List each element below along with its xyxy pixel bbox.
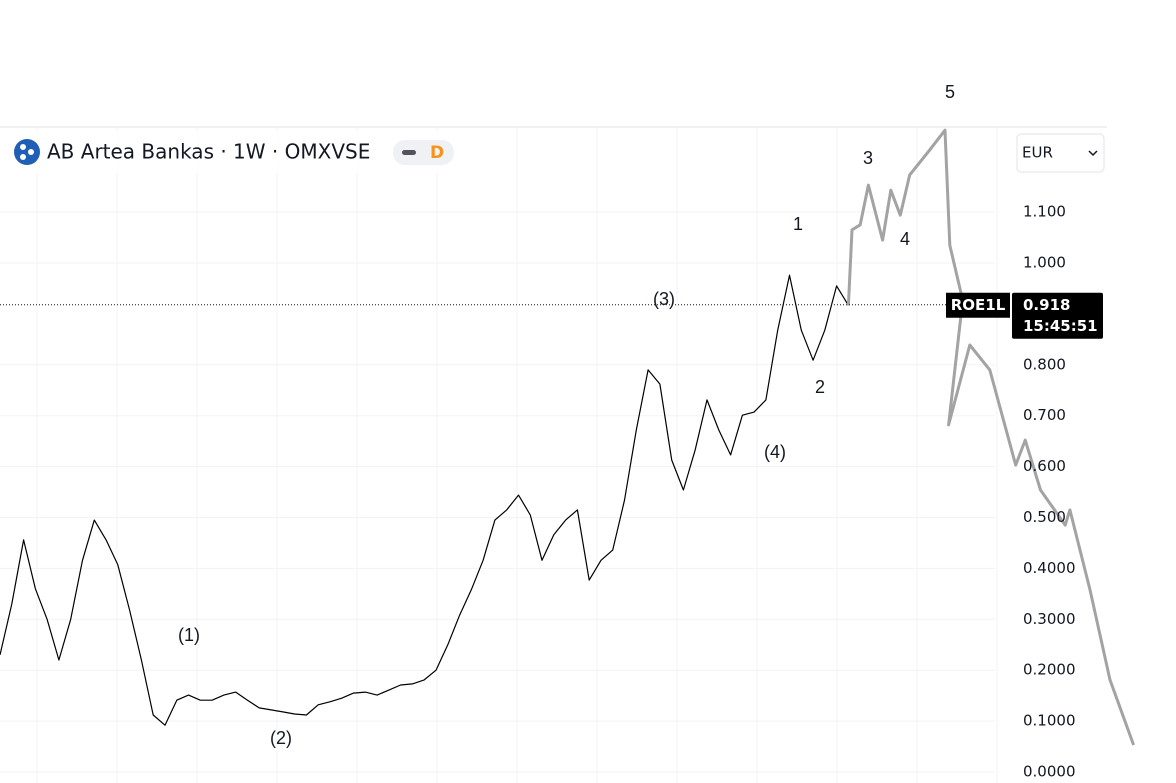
pill-icon [402,150,416,155]
price-line [0,274,849,726]
y-tick-label: 0.600 [1023,457,1066,475]
plot [0,128,1136,746]
symbol-name: ROE1L [951,296,1006,314]
legend-bg [0,130,460,174]
wave-label: 4 [900,229,910,249]
wave-label: 3 [863,148,873,168]
currency-select[interactable] [1016,133,1105,173]
projection-line [846,128,1136,746]
y-tick-label: 1.100 [1023,203,1066,221]
annotations: 5 3 1 4 (3) 2 (4) (1) (2) [178,82,955,748]
y-tick-label: 0.500 [1023,508,1066,526]
chart-title: AB Artea Bankas · 1W · OMXVSE [47,140,370,164]
interval-badge: D [430,143,444,163]
status-pill[interactable] [393,140,454,165]
y-tick-label: 0.2000 [1023,661,1076,679]
last-price-label: ROE1L 0.918 15:45:51 [946,292,1103,339]
last-price: 0.918 [1023,296,1070,314]
wave-label: (1) [178,625,200,645]
price-tag [1012,292,1103,339]
wave-label: (4) [764,442,786,462]
symbol-tag [946,292,1010,318]
y-tick-label: 0.700 [1023,406,1066,424]
wave-label: (3) [653,289,675,309]
wave-label: 5 [945,82,955,102]
wave-label: 1 [793,214,803,234]
y-tick-label: 0.1000 [1023,712,1076,730]
symbol-icon [14,139,40,165]
y-tick-label: 0.0000 [1023,763,1076,781]
dropdown-arrow [1088,150,1098,157]
y-tick-label: 0.800 [1023,355,1066,373]
countdown: 15:45:51 [1023,317,1098,335]
currency: EUR [1022,144,1053,162]
wave-label: 2 [815,377,825,397]
grid [0,127,998,783]
y-tick-label: 1.000 [1023,254,1066,272]
y-axis: 0.0000 0.1000 0.2000 0.3000 0.4000 0.500 0.600… [1023,203,1076,781]
icon-dot [20,144,26,150]
wave-label: (2) [270,728,292,748]
icon-dot [28,149,34,155]
y-tick-label: 0.3000 [1023,610,1076,628]
icon-dot [20,154,26,160]
y-tick-label: 0.4000 [1023,559,1076,577]
